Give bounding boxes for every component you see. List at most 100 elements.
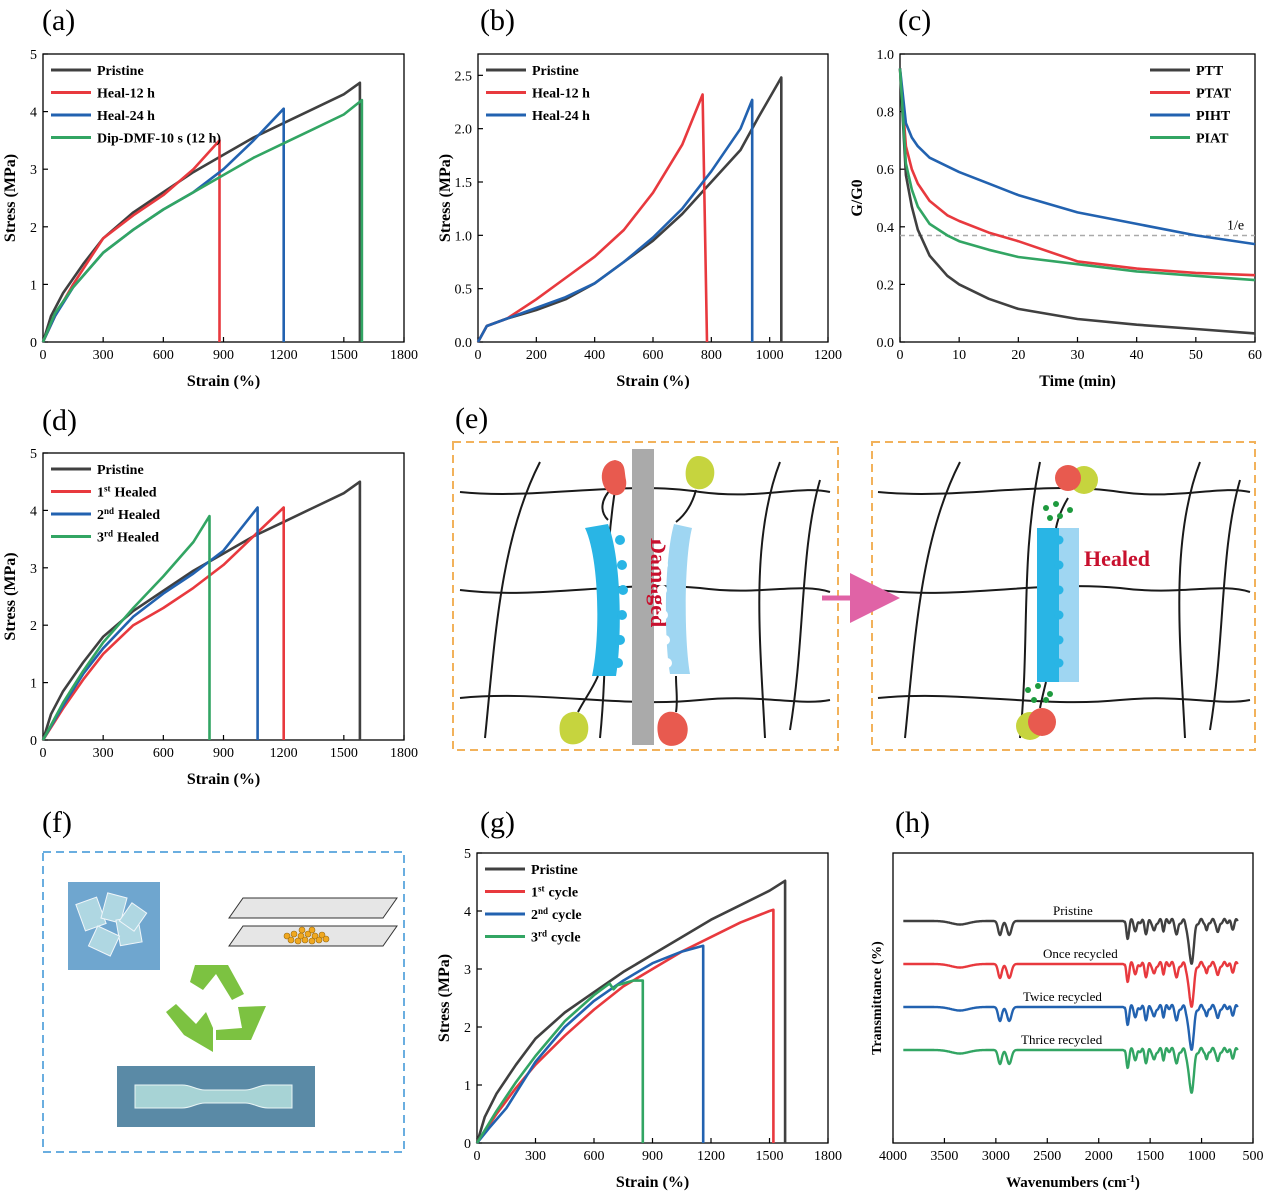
- x-tick-label: 20: [1011, 348, 1025, 363]
- x-tick-label: 3000: [982, 1149, 1010, 1164]
- y-axis-title: Stress (MPa): [2, 552, 19, 640]
- y-tick-label: 5: [30, 447, 37, 462]
- panel-label-b: (b): [480, 4, 515, 37]
- cyan-bumps-left: [613, 535, 628, 668]
- y-tick-label: 2.5: [455, 69, 473, 84]
- spectrum-line-0: [902, 917, 1239, 965]
- x-tick-label: 3500: [930, 1149, 958, 1164]
- legend-prefix: 1: [97, 486, 104, 501]
- y-axis-title: Stress (MPa): [437, 154, 454, 242]
- x-tick-label: 300: [93, 746, 114, 761]
- y-tick-label: 0: [30, 336, 37, 351]
- green-group-bottom-left: [559, 675, 599, 745]
- legend-name: Heal-12 h: [532, 87, 590, 102]
- x-tick-label: 200: [526, 348, 547, 363]
- y-tick-label: 0.6: [877, 163, 895, 178]
- green-group-top-right: [675, 456, 715, 523]
- cyan-block-right: [665, 524, 692, 674]
- healed-block-dark: [1037, 528, 1059, 682]
- legend-name: Heal-12 h: [97, 87, 155, 102]
- x-tick-label: 600: [153, 348, 174, 363]
- chart-a: 0 300 600 900 1200 1500 1800 0 1 2 3 4 5 Pristine Heal…: [2, 48, 418, 390]
- y-tick-label: 1: [30, 677, 37, 692]
- spectrum-label: Thrice recycled: [1021, 1032, 1103, 1047]
- plot-frame: [892, 852, 1254, 1144]
- chart-h: 4000 3500 3000 2500 2000 1500 1000 500 Pristine O…: [870, 852, 1264, 1192]
- x-tick-label: 900: [642, 1149, 663, 1164]
- legend-sup: nd: [538, 906, 548, 916]
- recycle-symbol-icon: [166, 965, 266, 1052]
- legend-name: Pristine: [97, 463, 144, 478]
- legend-name: cycle: [551, 931, 581, 946]
- y-tick-label: 1.0: [455, 229, 473, 244]
- chart-c: 0 10 20 30 40 50 60 0.0 0.2 0.4 0.6 0.8 1.0 1/e PTT PTA…: [849, 48, 1262, 390]
- granules: [283, 926, 330, 945]
- y-tick-label: 0.4: [877, 221, 895, 236]
- series-line-1: [898, 68, 1256, 277]
- y-tick-label: 0.0: [877, 336, 895, 351]
- y-tick-label: 4: [464, 905, 471, 920]
- legend-prefix: 3: [531, 931, 538, 946]
- series-line-2: [475, 944, 705, 1144]
- x-tick-label: 50: [1189, 348, 1203, 363]
- legend-prefix: 2: [531, 908, 538, 923]
- y-tick-label: 3: [30, 163, 37, 178]
- x-tick-label: 40: [1130, 348, 1144, 363]
- legend-prefix: 2: [97, 508, 104, 523]
- bond-dots-top: [1043, 501, 1073, 521]
- healed-label: Healed: [1084, 546, 1150, 571]
- y-tick-label: 1.5: [455, 176, 473, 191]
- panel-label-e: (e): [455, 402, 488, 435]
- y-tick-label: 0: [30, 734, 37, 749]
- panel-f-recycling: [42, 851, 405, 1153]
- y-tick-label: 5: [30, 48, 37, 63]
- x-axis-title-sup: -1: [1127, 1174, 1135, 1185]
- series-line-2: [41, 506, 259, 741]
- x-tick-label: 600: [584, 1149, 605, 1164]
- panel-label-h: (h): [895, 806, 930, 839]
- x-tick-label: 300: [93, 348, 114, 363]
- damage-gap-bar: [632, 449, 654, 745]
- legend-name: Healed: [115, 486, 157, 501]
- y-tick-label: 0: [464, 1137, 471, 1152]
- legend-name: Dip-DMF-10 s (12 h): [97, 132, 221, 147]
- x-tick-label: 900: [213, 746, 234, 761]
- series-line-0: [41, 81, 362, 343]
- legend-label: 2nd cycle: [531, 906, 582, 923]
- legend-name: Pristine: [531, 863, 578, 878]
- cut-pieces: [75, 892, 148, 957]
- healed-apples-bottom: [1016, 681, 1056, 740]
- x-tick-label: 10: [952, 348, 966, 363]
- x-tick-label: 1800: [814, 1149, 842, 1164]
- series-line-3: [475, 979, 645, 1144]
- x-axis-title: Strain (%): [187, 373, 260, 390]
- x-tick-label: 1200: [697, 1149, 725, 1164]
- legend-label: PTAT: [1196, 87, 1232, 102]
- spectrum-line-3: [902, 1046, 1239, 1094]
- recycling-frame: [42, 851, 405, 1153]
- x-tick-label: 600: [153, 746, 174, 761]
- series-line-0: [41, 480, 362, 741]
- y-tick-label: 1: [464, 1079, 471, 1094]
- y-axis-title: G/G0: [849, 179, 866, 216]
- y-tick-label: 2: [464, 1021, 471, 1036]
- y-axis-title: Stress (MPa): [436, 954, 453, 1042]
- x-axis-title-main: Wavenumbers (cm: [1006, 1175, 1127, 1191]
- x-tick-label: 1000: [756, 348, 784, 363]
- x-axis-title: Wavenumbers (cm-1): [1006, 1174, 1140, 1192]
- x-axis-title: Strain (%): [616, 1174, 689, 1191]
- polymer-network-right: [877, 461, 1251, 739]
- legend-name: PTAT: [1196, 87, 1232, 102]
- x-tick-label: 1500: [1136, 1149, 1164, 1164]
- panel-label-g: (g): [480, 806, 515, 839]
- x-tick-label: 60: [1248, 348, 1262, 363]
- legend-label: Pristine: [97, 463, 144, 478]
- series-line-1: [475, 908, 775, 1144]
- x-tick-label: 600: [643, 348, 664, 363]
- y-tick-label: 1.0: [877, 48, 895, 63]
- x-axis-title-close: ): [1135, 1175, 1140, 1191]
- legend-label: Pristine: [97, 64, 144, 79]
- y-tick-label: 0.2: [877, 278, 895, 293]
- legend-label: Pristine: [532, 64, 579, 79]
- legend-name: PIAT: [1196, 132, 1229, 147]
